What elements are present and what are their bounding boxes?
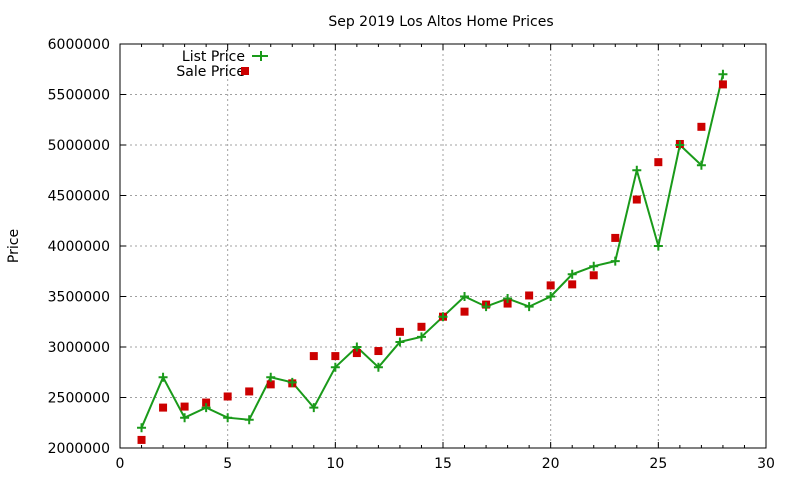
sale-price-point bbox=[223, 392, 232, 401]
list-price-point bbox=[696, 160, 706, 170]
legend-marker-list-price bbox=[256, 51, 266, 61]
series-layer bbox=[137, 69, 728, 444]
sale-price-point bbox=[611, 233, 620, 242]
legend-marker-sale-price bbox=[241, 67, 249, 75]
list-price-point bbox=[524, 302, 534, 312]
legend-label-list-price: List Price bbox=[182, 49, 245, 65]
list-price-point bbox=[589, 261, 599, 271]
list-price-point bbox=[653, 241, 663, 251]
y-tick-label: 2500000 bbox=[48, 391, 110, 407]
list-price-point bbox=[416, 332, 426, 342]
list-price-point bbox=[244, 415, 254, 425]
list-price-point bbox=[481, 302, 491, 312]
sale-price-point bbox=[568, 280, 577, 289]
sale-price-point bbox=[589, 271, 598, 280]
list-price-point bbox=[201, 403, 211, 413]
sale-price-point bbox=[352, 349, 361, 358]
sale-price-point bbox=[202, 398, 211, 407]
x-tick-label: 0 bbox=[116, 456, 125, 472]
list-price-point bbox=[266, 372, 276, 382]
y-tick-label: 4500000 bbox=[48, 189, 110, 205]
list-price-point bbox=[438, 312, 448, 322]
series-line-list-price bbox=[140, 74, 724, 429]
sale-price-point bbox=[718, 80, 727, 89]
sale-price-point bbox=[309, 352, 318, 361]
chart-title: Sep 2019 Los Altos Home Prices bbox=[328, 14, 553, 30]
sale-price-point bbox=[245, 387, 254, 396]
axis-ticks: 0 5 10 15 20 25 30 2000000 2500000 3000000 3500000… bbox=[48, 37, 775, 472]
sale-price-point bbox=[546, 281, 555, 290]
x-tick-label: 30 bbox=[757, 456, 775, 472]
sale-price-point bbox=[503, 299, 512, 308]
y-tick-label: 5500000 bbox=[48, 88, 110, 104]
x-tick-label: 15 bbox=[434, 456, 452, 472]
x-tick-label: 10 bbox=[326, 456, 344, 472]
list-price-point bbox=[352, 342, 362, 352]
sale-price-point bbox=[460, 307, 469, 316]
sale-price-point bbox=[159, 403, 168, 412]
sale-price-point bbox=[417, 322, 426, 331]
list-price-point bbox=[718, 69, 728, 79]
list-price-point bbox=[632, 165, 642, 175]
list-price-point bbox=[373, 362, 383, 372]
sale-price-point bbox=[525, 291, 534, 300]
sale-price-point bbox=[331, 352, 340, 361]
list-price-point bbox=[610, 256, 620, 266]
y-tick-label: 5000000 bbox=[48, 138, 110, 154]
list-price-point bbox=[395, 337, 405, 347]
list-price-point bbox=[287, 377, 297, 387]
list-price-point bbox=[137, 423, 147, 433]
legend: List Price Sale Price bbox=[176, 49, 268, 80]
list-price-point bbox=[309, 403, 319, 413]
list-price-point bbox=[158, 372, 168, 382]
y-tick-label: 6000000 bbox=[48, 37, 110, 53]
y-tick-label: 3000000 bbox=[48, 340, 110, 356]
list-price-point bbox=[546, 292, 556, 301]
grid-lines bbox=[120, 44, 766, 448]
list-price-point bbox=[675, 140, 685, 150]
sale-price-point bbox=[266, 380, 275, 389]
sale-price-point bbox=[395, 327, 404, 336]
list-price-point bbox=[567, 269, 577, 279]
list-price-point bbox=[330, 362, 340, 372]
list-price-point bbox=[460, 292, 470, 301]
sale-price-point bbox=[374, 347, 383, 356]
y-tick-label: 3500000 bbox=[48, 290, 110, 306]
y-tick-label: 4000000 bbox=[48, 239, 110, 255]
x-tick-label: 5 bbox=[223, 456, 232, 472]
list-price-point bbox=[180, 413, 190, 423]
list-price-point bbox=[223, 413, 233, 423]
sale-price-point bbox=[697, 122, 706, 131]
y-axis-label: Price bbox=[6, 229, 22, 263]
x-tick-label: 20 bbox=[542, 456, 560, 472]
sale-price-point bbox=[180, 402, 189, 411]
sale-price-point bbox=[632, 195, 641, 204]
sale-price-point bbox=[137, 435, 146, 444]
y-tick-label: 2000000 bbox=[48, 441, 110, 457]
legend-label-sale-price: Sale Price bbox=[176, 64, 245, 80]
sale-price-point bbox=[654, 158, 663, 167]
x-tick-label: 25 bbox=[649, 456, 667, 472]
list-price-point bbox=[503, 294, 513, 304]
